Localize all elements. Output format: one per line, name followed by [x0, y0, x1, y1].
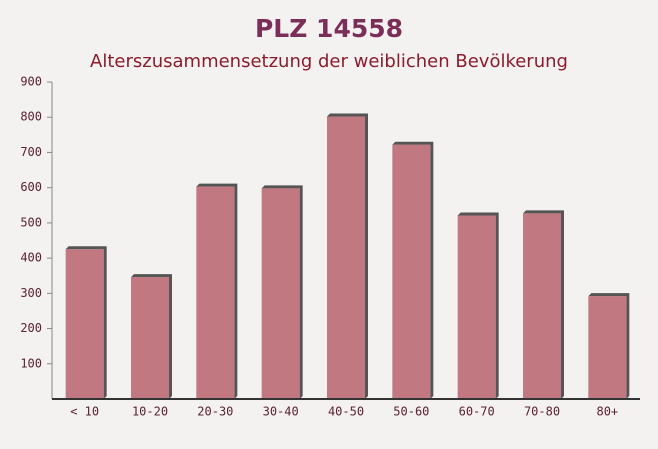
bar — [131, 277, 169, 399]
bar — [261, 188, 300, 399]
x-tick-label: 80+ — [596, 405, 618, 419]
x-tick-label: 30-40 — [263, 405, 299, 419]
y-tick-label: 700 — [20, 145, 42, 159]
x-tick-label: < 10 — [70, 405, 99, 419]
x-tick-label: 50-60 — [393, 405, 429, 419]
x-tick-label: 40-50 — [328, 405, 364, 419]
x-tick-label: 20-30 — [197, 405, 233, 419]
bar — [457, 215, 496, 399]
y-tick-label: 300 — [20, 286, 42, 300]
y-tick-label: 200 — [20, 321, 42, 335]
bar — [65, 249, 104, 399]
y-tick-label: 800 — [20, 110, 42, 124]
y-tick-label: 600 — [20, 180, 42, 194]
bar — [196, 186, 235, 399]
y-tick-label: 100 — [20, 356, 42, 370]
y-tick-label: 400 — [20, 251, 42, 265]
bar — [523, 213, 561, 399]
bar — [327, 116, 365, 400]
y-tick-label: 900 — [20, 75, 42, 89]
chart-title: PLZ 14558 — [255, 14, 403, 43]
chart-subtitle: Alterszusammensetzung der weiblichen Bev… — [90, 51, 568, 72]
y-tick-label: 500 — [20, 215, 42, 229]
bar — [588, 296, 627, 399]
x-tick-label: 70-80 — [524, 405, 560, 419]
x-tick-label: 10-20 — [132, 405, 168, 419]
x-tick-label: 60-70 — [459, 405, 495, 419]
bar — [392, 144, 431, 399]
